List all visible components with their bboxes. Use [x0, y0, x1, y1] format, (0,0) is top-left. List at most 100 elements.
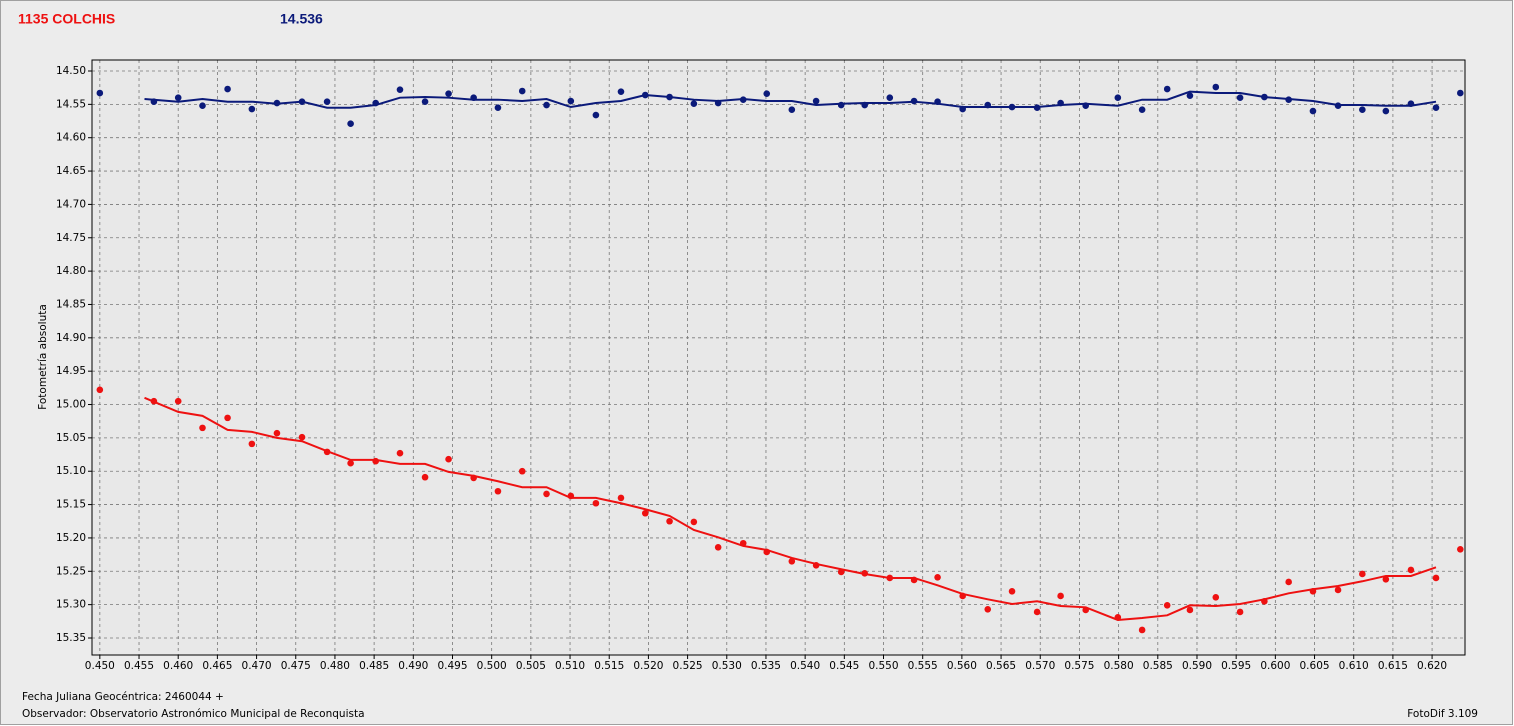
- x-tick-label: 0.515: [594, 660, 624, 672]
- point: [323, 98, 331, 105]
- point: [273, 99, 281, 107]
- point: [1236, 94, 1244, 101]
- x-tick-label: 0.465: [202, 660, 232, 672]
- point: [224, 414, 231, 422]
- point: [1057, 99, 1064, 107]
- point: [812, 97, 820, 105]
- point: [494, 487, 502, 495]
- point: [1432, 104, 1440, 111]
- point: [445, 90, 452, 97]
- y-tick-label: 14.60: [56, 132, 86, 144]
- x-tick-label: 0.450: [85, 660, 115, 672]
- point: [1359, 570, 1366, 578]
- x-tick-label: 0.545: [829, 660, 859, 672]
- point: [934, 573, 941, 581]
- point: [248, 440, 256, 448]
- point: [1057, 592, 1064, 600]
- y-tick-label: 15.20: [56, 532, 86, 544]
- x-tick-label: 0.560: [947, 660, 977, 672]
- x-tick-label: 0.525: [673, 660, 703, 672]
- x-tick-label: 0.470: [242, 660, 272, 672]
- point: [372, 99, 379, 107]
- point: [739, 539, 747, 547]
- point: [518, 87, 526, 95]
- point: [1033, 608, 1041, 616]
- point: [1334, 586, 1342, 594]
- x-tick-label: 0.505: [516, 660, 546, 672]
- x-tick-label: 0.600: [1260, 660, 1290, 672]
- point: [837, 101, 845, 109]
- point: [984, 101, 992, 109]
- point: [1261, 598, 1268, 605]
- x-tick-label: 0.495: [437, 660, 467, 672]
- x-tick-label: 0.480: [320, 660, 350, 672]
- y-tick-label: 14.80: [56, 265, 86, 277]
- point: [714, 543, 722, 551]
- point: [788, 106, 796, 113]
- point: [1285, 96, 1292, 103]
- point: [617, 494, 625, 502]
- x-tick-label: 0.455: [124, 660, 154, 672]
- point: [714, 99, 722, 107]
- point: [96, 386, 104, 394]
- y-axis-label: Fotometría absoluta: [37, 304, 49, 410]
- point: [886, 94, 894, 101]
- point: [690, 100, 698, 107]
- point: [1261, 93, 1268, 101]
- x-tick-label: 0.555: [908, 660, 938, 672]
- point: [617, 88, 625, 95]
- point: [1163, 85, 1171, 93]
- x-tick-label: 0.535: [751, 660, 781, 672]
- point: [174, 397, 182, 405]
- software: FotoDif 3.109: [1407, 708, 1478, 720]
- point: [1407, 566, 1415, 574]
- point: [1309, 107, 1317, 115]
- x-tick-label: 0.460: [163, 660, 193, 672]
- x-tick-label: 0.610: [1339, 660, 1369, 672]
- point: [861, 101, 869, 109]
- point: [96, 89, 104, 97]
- point: [1114, 94, 1122, 101]
- y-tick-label: 14.65: [56, 165, 86, 177]
- x-tick-label: 0.550: [868, 660, 898, 672]
- x-tick-label: 0.605: [1300, 660, 1330, 672]
- trend-line: [144, 396, 1437, 621]
- point: [1456, 545, 1464, 553]
- point: [1382, 575, 1390, 583]
- point: [347, 120, 354, 128]
- x-tick-label: 0.565: [986, 660, 1016, 672]
- point: [886, 574, 894, 582]
- y-tick-label: 14.55: [56, 98, 86, 110]
- point: [224, 85, 231, 93]
- point: [690, 518, 698, 526]
- y-tick-label: 14.85: [56, 298, 86, 310]
- point: [1382, 107, 1390, 115]
- point: [1033, 104, 1041, 111]
- plot-area: [92, 60, 1465, 655]
- y-tick-label: 15.15: [56, 499, 86, 511]
- point: [248, 105, 256, 113]
- point: [273, 429, 281, 437]
- point: [1285, 578, 1292, 586]
- y-tick-label: 14.95: [56, 365, 86, 377]
- point: [812, 561, 820, 569]
- point: [1082, 102, 1090, 109]
- y-tick-label: 14.90: [56, 332, 86, 344]
- point: [494, 104, 502, 111]
- y-tick-label: 15.30: [56, 599, 86, 611]
- point: [763, 548, 771, 556]
- y-tick-label: 15.05: [56, 432, 86, 444]
- point: [1138, 626, 1146, 634]
- point: [298, 98, 306, 105]
- point: [666, 517, 673, 525]
- point: [150, 397, 158, 405]
- x-tick-label: 0.570: [1025, 660, 1055, 672]
- x-tick-label: 0.510: [555, 660, 585, 672]
- point: [323, 448, 331, 456]
- point: [518, 467, 526, 475]
- point: [1212, 594, 1220, 601]
- point: [1186, 92, 1194, 99]
- plot-border: [91, 59, 1466, 656]
- point: [199, 102, 206, 109]
- point: [1114, 614, 1122, 621]
